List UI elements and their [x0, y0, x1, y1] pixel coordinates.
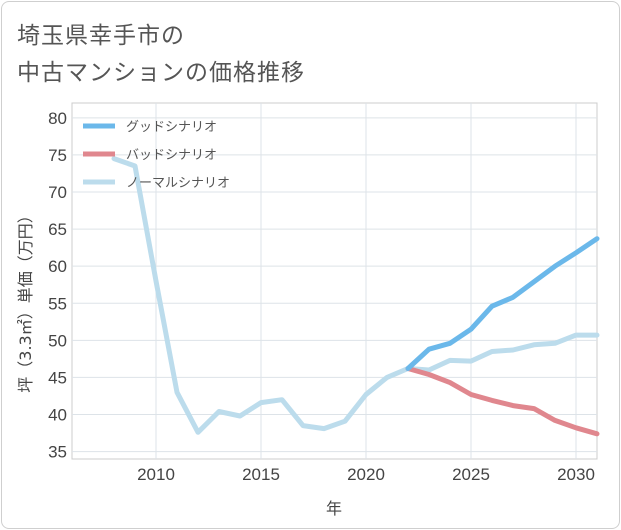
series-line-3 — [111, 156, 600, 435]
chart-title-line2: 中古マンションの価格推移 — [17, 60, 305, 86]
y-axis-label: 坪（3.3㎡）単価（万円） — [16, 207, 35, 392]
y-tick-label: 35 — [48, 443, 67, 462]
chart-title-line1: 埼玉県幸手市の — [17, 23, 185, 49]
y-tick-label: 40 — [48, 406, 67, 425]
y-tick-label: 55 — [48, 294, 67, 313]
series-layer — [111, 156, 600, 437]
plot-area — [71, 102, 598, 460]
legend-label-2: バッドシナリオ — [126, 148, 217, 163]
legend-label-1: グッドシナリオ — [126, 120, 217, 135]
series-line-1 — [405, 236, 600, 371]
y-tick-label: 70 — [48, 183, 67, 202]
x-tick-label: 2010 — [137, 465, 175, 484]
series-line-2 — [405, 366, 600, 437]
y-tick-label: 60 — [48, 257, 67, 276]
y-tick-label: 45 — [48, 368, 67, 387]
x-tick-label: 2025 — [452, 465, 490, 484]
x-tick-label: 2015 — [242, 465, 280, 484]
legend-label-3: ノーマルシナリオ — [126, 176, 230, 191]
y-tick-label: 50 — [48, 331, 67, 350]
y-tick-label: 80 — [48, 109, 67, 128]
x-tick-label: 2020 — [347, 465, 385, 484]
x-tick-label: 2030 — [557, 465, 595, 484]
tick-labels: 35 40 45 50 55 60 65 70 75 80 2010 2015 2020 2025 2030 — [48, 109, 595, 484]
grid-lines — [72, 103, 597, 459]
y-tick-label: 75 — [48, 146, 67, 165]
y-tick-label: 65 — [48, 220, 67, 239]
x-axis-label: 年 — [326, 499, 342, 518]
